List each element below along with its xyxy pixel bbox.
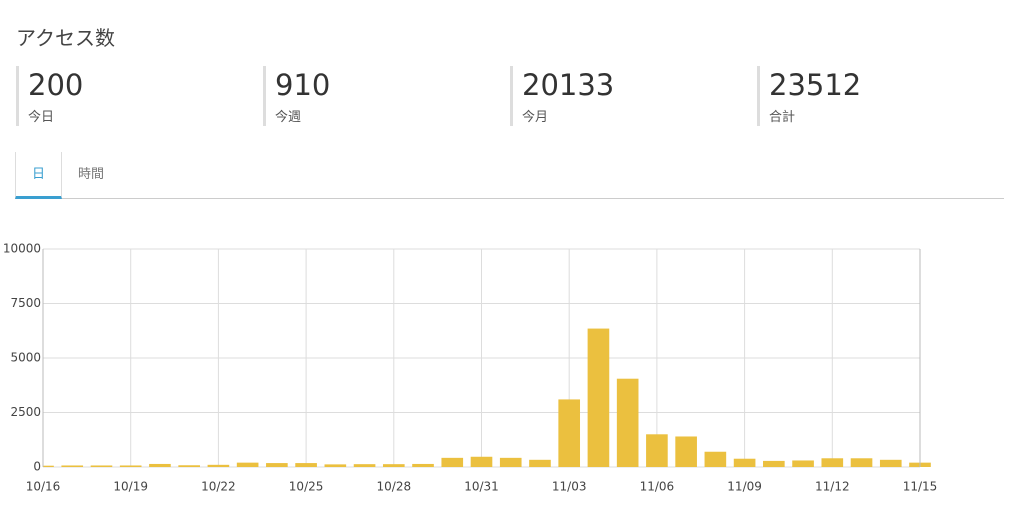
bar	[850, 458, 873, 467]
page-title: アクセス数	[16, 26, 115, 50]
bar	[119, 465, 142, 467]
tab-bar: 日 時間	[15, 152, 1004, 199]
bar	[441, 457, 464, 467]
bar	[43, 465, 54, 467]
bar	[178, 465, 200, 467]
bar	[295, 463, 317, 467]
bar	[412, 463, 434, 467]
x-tick-label: 11/09	[727, 480, 762, 494]
bar	[236, 462, 259, 467]
bar	[499, 457, 522, 467]
bar	[821, 458, 844, 467]
bar	[382, 464, 405, 467]
x-tick-label: 11/03	[552, 480, 587, 494]
bar	[353, 464, 376, 467]
stat: 910 今週	[263, 66, 330, 126]
bar	[792, 460, 814, 467]
bar	[470, 456, 493, 467]
stat-value: 20133	[522, 68, 615, 102]
y-tick-label: 2500	[10, 405, 41, 419]
bar	[879, 459, 902, 467]
bar	[733, 458, 756, 467]
y-tick-label: 10000	[3, 242, 41, 256]
bar	[207, 464, 230, 467]
y-tick-label: 0	[33, 460, 41, 474]
x-tick-label: 10/16	[26, 480, 61, 494]
x-tick-label: 10/25	[289, 480, 324, 494]
stat-value: 910	[275, 68, 331, 102]
bar	[324, 464, 347, 467]
bar	[90, 465, 113, 467]
x-tick-label: 11/15	[903, 480, 938, 494]
stat-value: 23512	[769, 68, 862, 102]
stat-label: 今週	[275, 110, 302, 125]
stat: 23512 合計	[757, 66, 861, 126]
bar	[646, 434, 668, 467]
tab[interactable]: 日	[15, 152, 62, 199]
x-tick-label: 11/06	[640, 480, 675, 494]
stat-label: 今月	[522, 110, 549, 125]
x-tick-label: 10/28	[377, 480, 412, 494]
bar	[529, 459, 551, 467]
bar	[675, 436, 697, 467]
x-tick-label: 11/12	[815, 480, 850, 494]
bar	[616, 378, 639, 467]
bar	[266, 463, 288, 467]
bar	[149, 463, 171, 467]
stat-label: 今日	[28, 110, 55, 125]
y-tick-label: 5000	[10, 351, 41, 365]
stat-value: 200	[28, 68, 84, 102]
x-tick-label: 10/22	[201, 480, 236, 494]
bar	[61, 465, 84, 467]
bar	[763, 460, 785, 467]
bar	[587, 328, 610, 467]
x-tick-label: 10/19	[113, 480, 148, 494]
stat: 20133 今月	[510, 66, 614, 126]
bar	[558, 399, 581, 467]
tab[interactable]: 時間	[77, 167, 104, 182]
stat: 200 今日	[16, 66, 83, 126]
stat-label: 合計	[769, 110, 796, 125]
bar	[704, 451, 727, 467]
y-tick-label: 7500	[10, 296, 41, 310]
x-tick-label: 10/31	[464, 480, 499, 494]
